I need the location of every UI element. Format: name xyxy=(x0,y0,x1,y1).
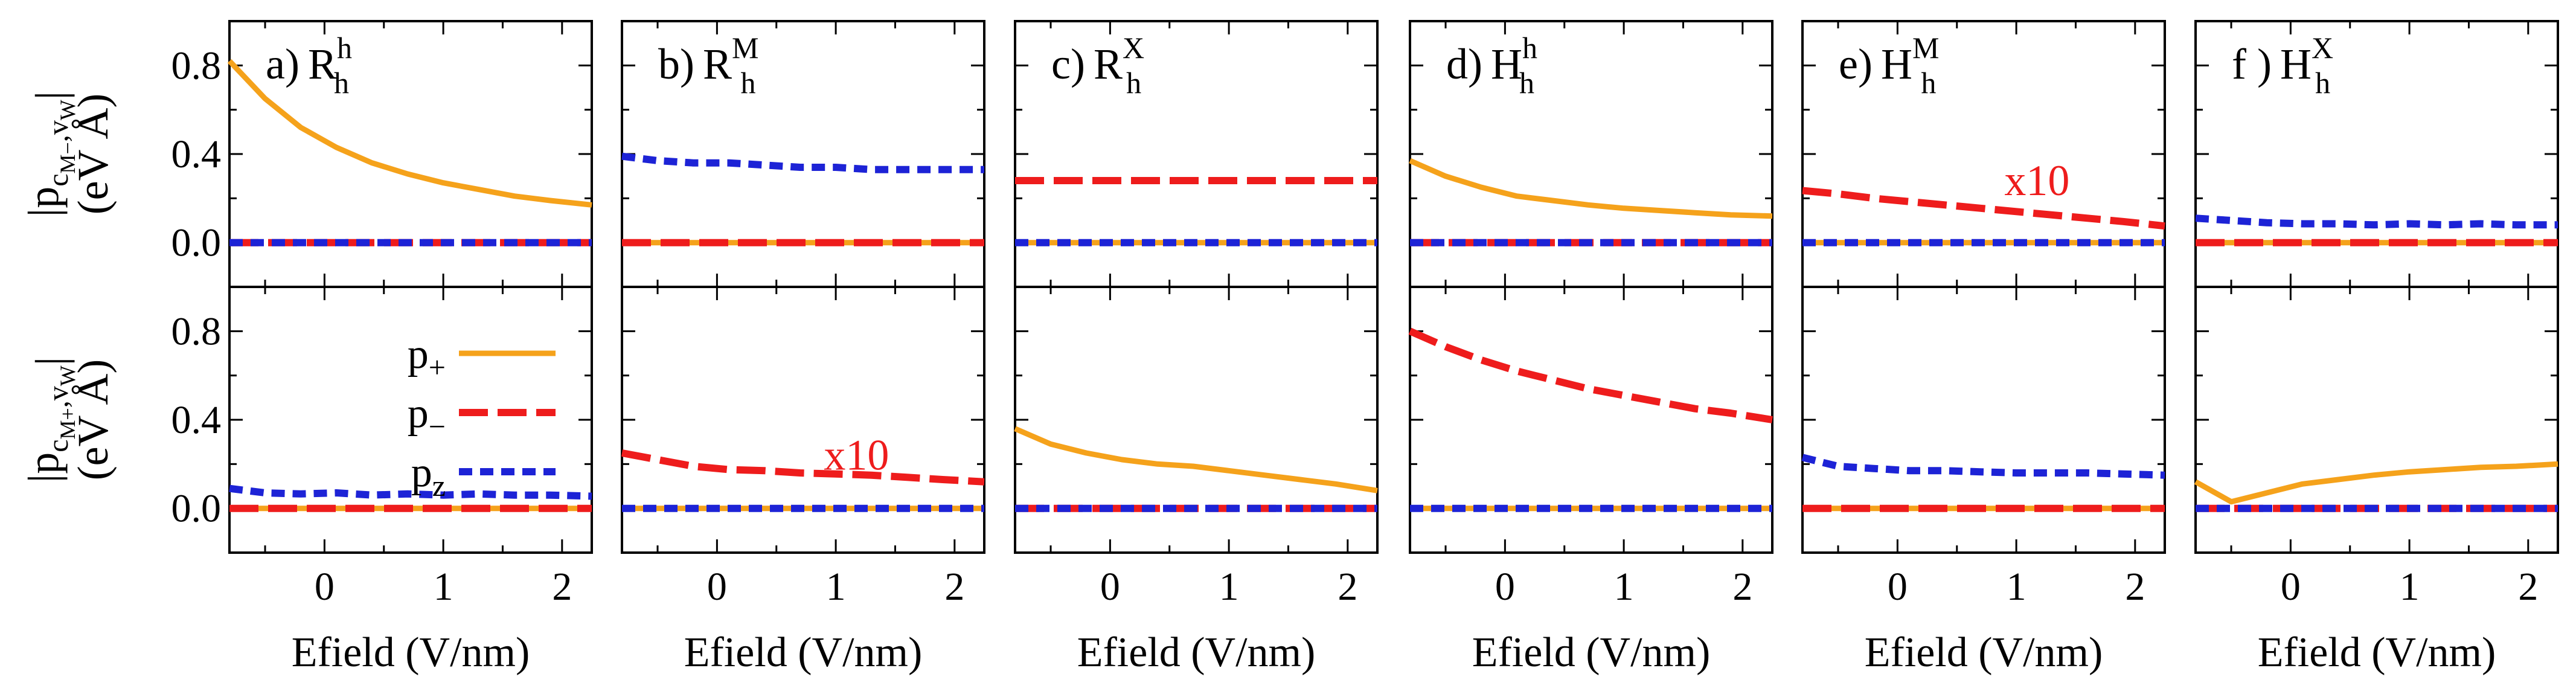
series-line-p-minus xyxy=(1408,327,1773,423)
panel-2-row-2: x10 xyxy=(621,286,985,554)
y-axis-label: |pcM−,vW|(eV Å) xyxy=(19,91,117,217)
x-tick-label: 1 xyxy=(2007,565,2027,609)
panel-3-row-2 xyxy=(1014,286,1379,554)
panel-label: a) Rh h xyxy=(266,31,352,100)
y-axis-label-unit: (eV Å) xyxy=(69,94,117,215)
panel-3-row-1: c) RX h xyxy=(1014,20,1379,288)
x-axis-label: Efield (V/nm) xyxy=(292,629,530,676)
series-line-p-minus xyxy=(621,449,985,486)
panel-label: d) Hh h xyxy=(1446,31,1537,100)
axes-frame xyxy=(1014,286,1379,554)
x-tick-label: 1 xyxy=(1219,565,1239,609)
panel-label: b) RM h xyxy=(658,31,758,100)
y-tick-label: 0.4 xyxy=(171,398,222,442)
legend-entry-p-z: pz xyxy=(411,449,556,503)
x-tick-label: 2 xyxy=(2518,565,2538,609)
legend-label: p− xyxy=(408,390,446,443)
y-tick-label: 0.8 xyxy=(171,43,222,88)
panel-4-row-1: d) Hh h xyxy=(1409,20,1773,288)
panel-6-row-2 xyxy=(2194,286,2559,554)
y-axis-label: |pcM+,vW|(eV Å) xyxy=(19,357,117,483)
series-line-p-z xyxy=(621,152,984,173)
x-tick-label: 0 xyxy=(2281,565,2301,609)
x-tick-label: 1 xyxy=(434,565,453,609)
x-axis-label: Efield (V/nm) xyxy=(2258,629,2496,676)
x-tick-label: 2 xyxy=(944,565,964,609)
x-axis-label: Efield (V/nm) xyxy=(1077,629,1316,676)
y-tick-label: 0.8 xyxy=(171,309,222,353)
series-line-p-minus xyxy=(1802,187,2165,230)
y-tick-label: 0.0 xyxy=(171,487,222,531)
x-tick-label: 2 xyxy=(1732,565,1752,609)
x-tick-label: 1 xyxy=(826,565,846,609)
legend-entry-p-plus: p+ xyxy=(408,331,556,384)
scale-annotation: x10 xyxy=(2004,156,2069,205)
panel-4-row-2 xyxy=(1408,286,1773,554)
panel-5-row-2 xyxy=(1801,286,2166,554)
series-line-p-plus xyxy=(1014,426,1378,493)
legend-label: p+ xyxy=(408,331,446,384)
series-line-p-plus xyxy=(227,59,592,208)
panel-label: f ) HX h xyxy=(2232,31,2333,100)
panel-label: c) RX h xyxy=(1051,31,1144,100)
x-tick-label: 2 xyxy=(1338,565,1357,609)
series-line-p-z xyxy=(229,484,592,500)
legend-label: pz xyxy=(411,449,446,503)
y-tick-label: 0.0 xyxy=(171,221,222,265)
panel-6-row-1: f ) HX h xyxy=(2194,20,2559,288)
x-axis-label: Efield (V/nm) xyxy=(1865,629,2103,676)
axes-frame xyxy=(2194,286,2559,554)
series-line-p-z xyxy=(2195,214,2558,229)
y-axis-label-unit: (eV Å) xyxy=(69,359,117,481)
x-tick-label: 0 xyxy=(707,565,727,609)
axes-frame xyxy=(1409,286,1773,554)
panel-2-row-1: b) RM h xyxy=(621,20,985,288)
panel-1-row-1: 0.0 0.4 0.8 a) Rh h xyxy=(171,20,593,288)
series-line-p-plus xyxy=(1409,158,1773,219)
x-tick-label: 0 xyxy=(315,565,335,609)
panel-label: e) HM h xyxy=(1839,31,1939,100)
x-axis-label: Efield (V/nm) xyxy=(1472,629,1711,676)
scale-annotation: x10 xyxy=(824,431,889,480)
x-axis-label: Efield (V/nm) xyxy=(684,629,923,676)
y-axis-label-quantity: |pcM−,vW| xyxy=(19,91,80,217)
x-tick-label: 0 xyxy=(1888,565,1908,609)
panel-1-row-2: 0.0 0.4 0.8 xyxy=(171,286,593,554)
panel-5-row-1: x10 e) HM h xyxy=(1801,20,2166,288)
axes-frame xyxy=(1801,286,2166,554)
x-tick-label: 2 xyxy=(2125,565,2145,609)
x-tick-label: 1 xyxy=(2400,565,2420,609)
x-tick-label: 2 xyxy=(552,565,572,609)
legend-entry-p-minus: p− xyxy=(408,390,556,443)
y-axis-label-quantity: |pcM+,vW| xyxy=(19,357,80,483)
x-tick-label: 0 xyxy=(1495,565,1515,609)
x-tick-label: 1 xyxy=(1614,565,1634,609)
y-tick-label: 0.4 xyxy=(171,132,222,176)
series-line-p-plus xyxy=(2194,461,2558,505)
series-line-p-z xyxy=(1801,454,2165,479)
axes-frame xyxy=(621,286,985,554)
x-tick-label: 0 xyxy=(1100,565,1120,609)
